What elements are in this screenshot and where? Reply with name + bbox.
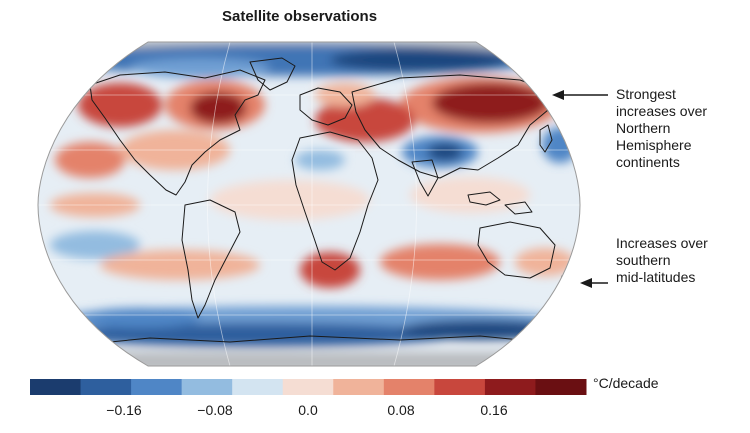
colorbar-swatch: [333, 379, 385, 395]
colorbar-tick: 0.0: [298, 402, 318, 418]
colorbar-unit: °C/decade: [593, 375, 659, 391]
annotation-northern-line: Strongest: [616, 86, 676, 102]
annotation-southern-line: Increases over: [616, 235, 708, 251]
graticule: [38, 42, 580, 366]
annotation-northern-line: increases over: [616, 103, 708, 119]
annotation-southern-line: mid-latitudes: [616, 269, 696, 285]
annotation-northern-line: Hemisphere: [616, 137, 692, 153]
annotation-arrow-southern: [580, 278, 608, 288]
colorbar-swatch: [282, 379, 334, 395]
map-title: Satellite observations: [222, 8, 378, 25]
annotation-southern-line: southern: [616, 252, 671, 268]
colorbar-swatch: [232, 379, 284, 395]
colorbar-tick: −0.08: [197, 402, 233, 418]
colorbar: [30, 379, 587, 395]
colorbar-tick: 0.16: [480, 402, 508, 418]
annotation-northern: Strongest increases over Northern Hemisp…: [616, 86, 746, 171]
colorbar-tick: −0.16: [106, 402, 142, 418]
colorbar-swatch: [484, 379, 536, 395]
annotation-southern: Increases over southern mid-latitudes: [616, 235, 746, 286]
annotation-arrow-northern: [552, 90, 608, 100]
colorbar-swatch: [80, 379, 132, 395]
colorbar-swatch: [30, 379, 82, 395]
colorbar-swatch: [434, 379, 486, 395]
globe-outline: [37, 41, 581, 367]
colorbar-swatch: [535, 379, 587, 395]
coastlines: [79, 57, 571, 346]
annotation-northern-line: Northern: [616, 120, 671, 136]
colorbar-tick: 0.08: [387, 402, 415, 418]
map-field: [38, 42, 580, 366]
colorbar-swatch: [181, 379, 233, 395]
colorbar-swatch: [383, 379, 435, 395]
colorbar-swatch: [131, 379, 183, 395]
annotation-northern-line: continents: [616, 154, 680, 170]
